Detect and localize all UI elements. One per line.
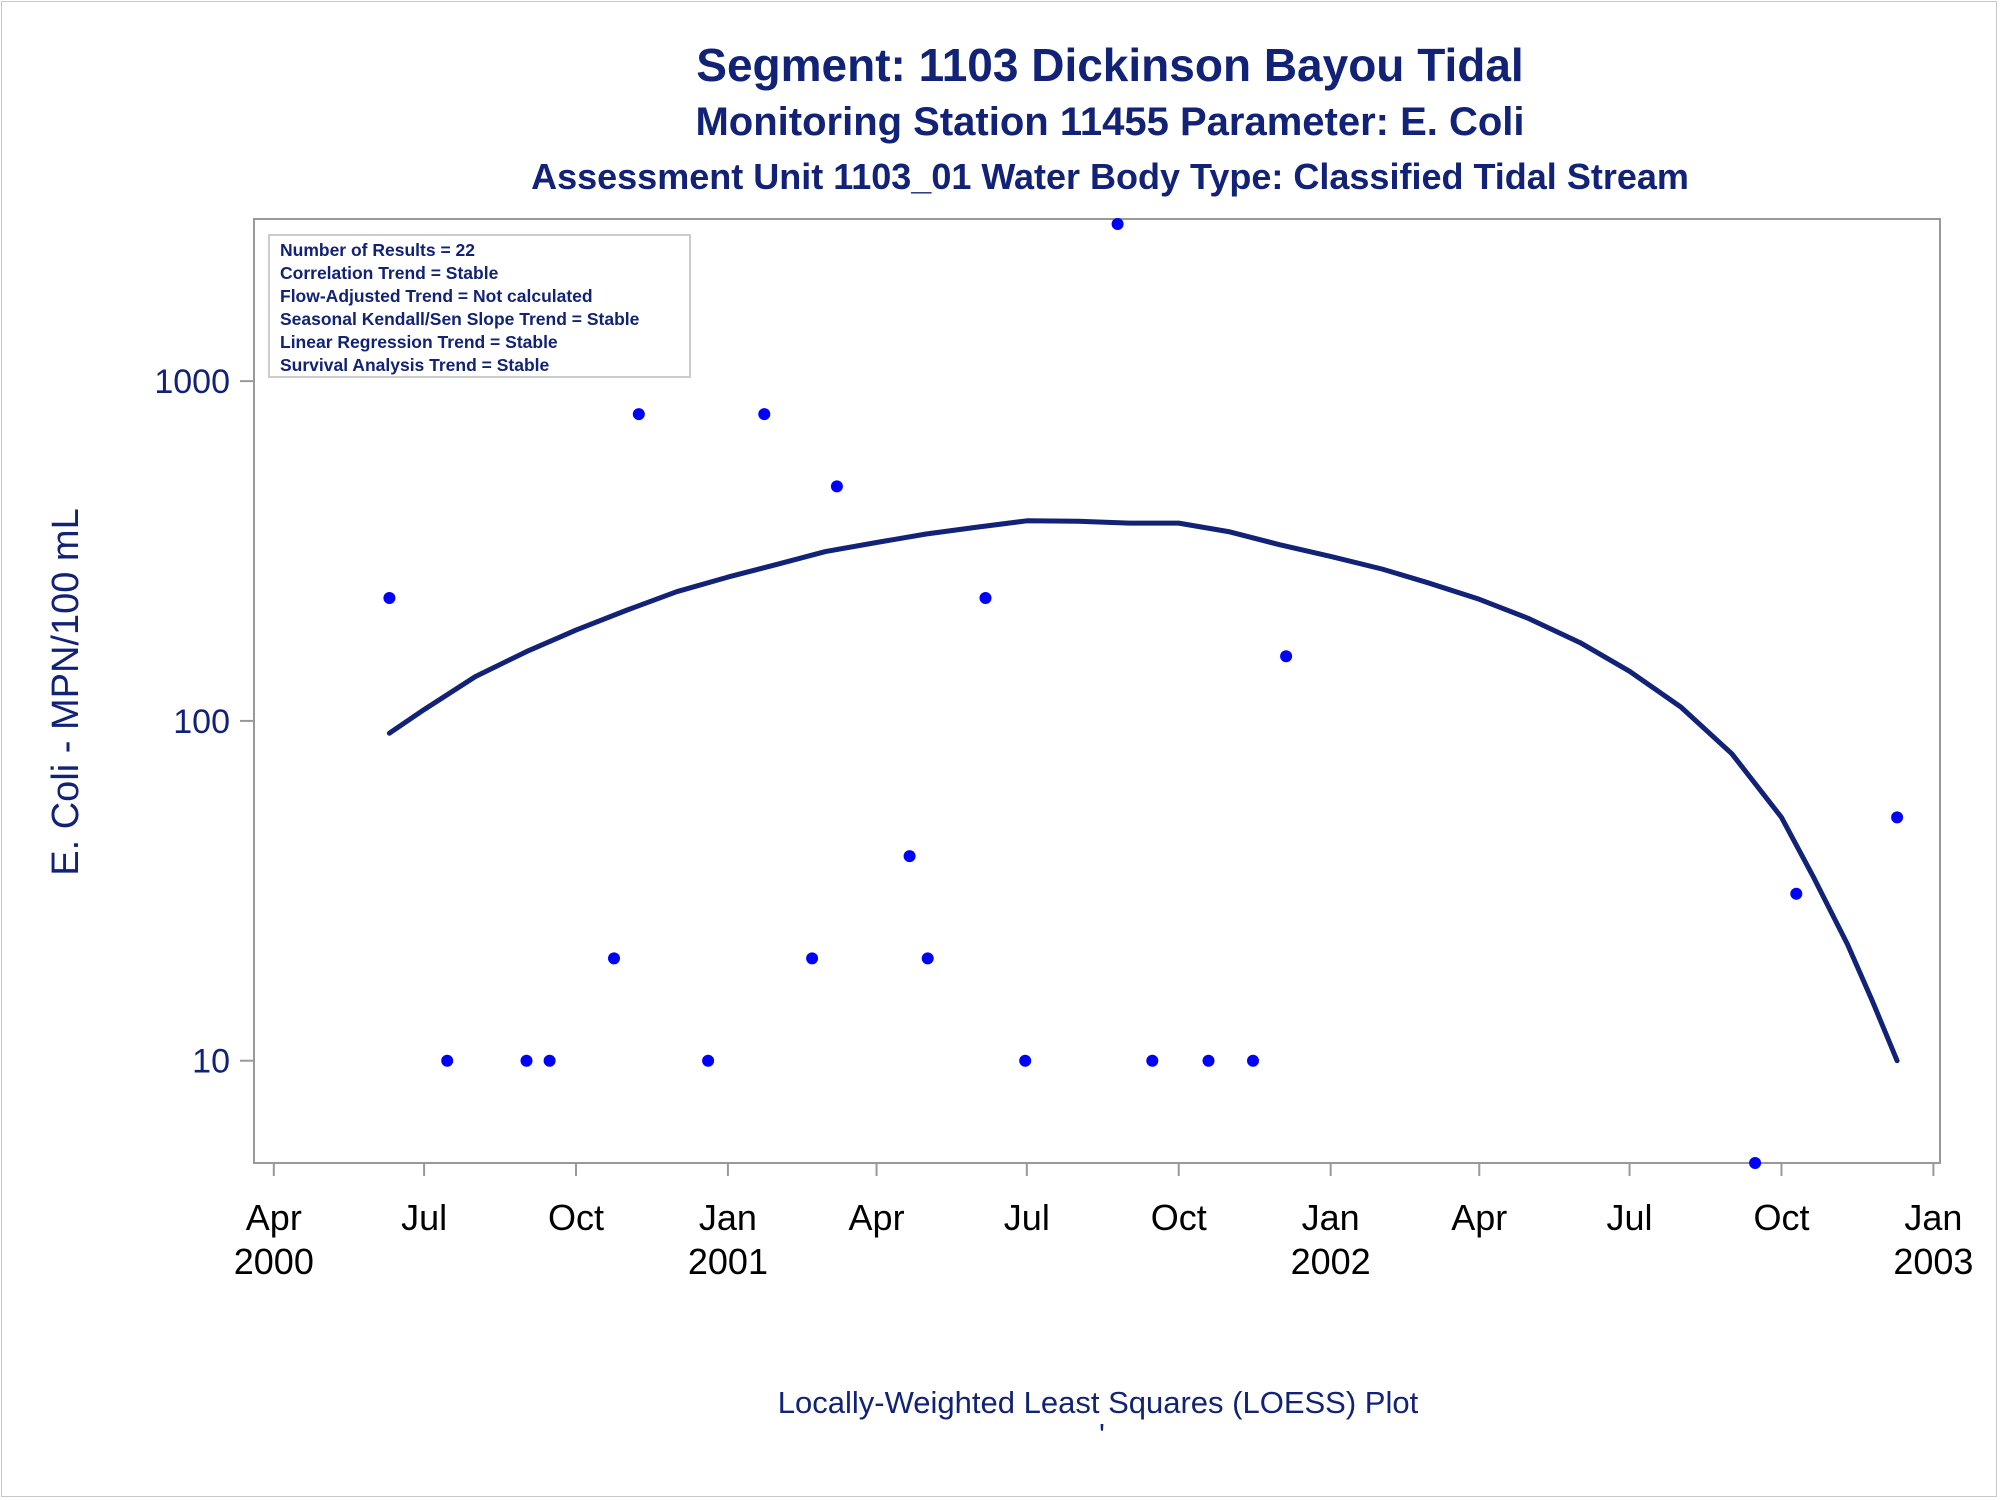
data-point [1891,811,1904,824]
data-point [921,952,934,965]
data-point [702,1054,715,1067]
stats-line: Linear Regression Trend = Stable [280,332,558,352]
x-tick-label: Jul [401,1197,447,1238]
x-tick-label: Oct [1753,1197,1809,1238]
data-point [1749,1157,1762,1169]
chart-subtitle-station: Monitoring Station 11455 Parameter: E. C… [695,100,1525,144]
x-tick-label: 2001 [688,1241,768,1282]
data-point [608,952,620,965]
data-point [1247,1054,1259,1067]
y-tick-label: 1000 [154,363,230,401]
data-point [520,1054,533,1067]
data-point [1202,1054,1215,1067]
data-point [758,408,771,421]
x-tick-label: Oct [1151,1197,1207,1238]
data-point [441,1054,454,1067]
x-tick-label: Apr [1451,1197,1507,1238]
data-point [903,850,916,863]
stats-line: Number of Results = 22 [280,240,475,260]
stats-line: Correlation Trend = Stable [280,263,499,283]
footer-label: Locally-Weighted Least Squares (LOESS) P… [778,1385,1419,1420]
data-point [383,592,396,604]
stats-line: Seasonal Kendall/Sen Slope Trend = Stabl… [280,309,640,329]
y-tick-label: 10 [192,1043,230,1081]
data-point [806,952,819,965]
x-tick-label: Jul [1004,1197,1050,1238]
loess-curve [386,518,1900,1064]
data-point [1111,218,1124,230]
chart-title: Segment: 1103 Dickinson Bayou Tidal [696,39,1524,91]
x-tick-label: Oct [548,1197,604,1238]
stats-line: Survival Analysis Trend = Stable [280,355,550,375]
footer-mark: ' [1099,1417,1105,1452]
y-axis-title: E. Coli - MPN/100 mL [45,508,87,875]
y-tick-label: 100 [173,703,230,741]
x-tick-label: Jul [1607,1197,1653,1238]
x-tick-label: 2002 [1291,1241,1371,1282]
data-point [830,480,843,493]
plot-area-border [253,218,1941,1164]
data-point [1790,887,1803,900]
x-tick-label: Apr [849,1197,905,1238]
data-point [1146,1054,1159,1067]
data-point [543,1054,556,1067]
x-tick-label: Apr [246,1197,302,1238]
data-points-layer [383,218,1904,1169]
chart-subtitle-assessment: Assessment Unit 1103_01 Water Body Type:… [531,156,1689,197]
x-tick-label: Jan [1302,1197,1360,1238]
data-point [979,592,992,604]
x-tick-label: 2000 [234,1241,314,1282]
stats-box: Number of Results = 22 Correlation Trend… [268,234,691,378]
x-tick-label: Jan [1904,1197,1962,1238]
stats-line: Flow-Adjusted Trend = Not calculated [280,286,593,306]
data-point [1019,1054,1032,1067]
data-point [1280,650,1293,663]
x-tick-label: Jan [699,1197,757,1238]
x-tick-label: 2003 [1893,1241,1973,1282]
data-point [632,408,645,421]
loess-curve-layer [386,518,1900,1064]
stats-box-border [268,234,691,378]
